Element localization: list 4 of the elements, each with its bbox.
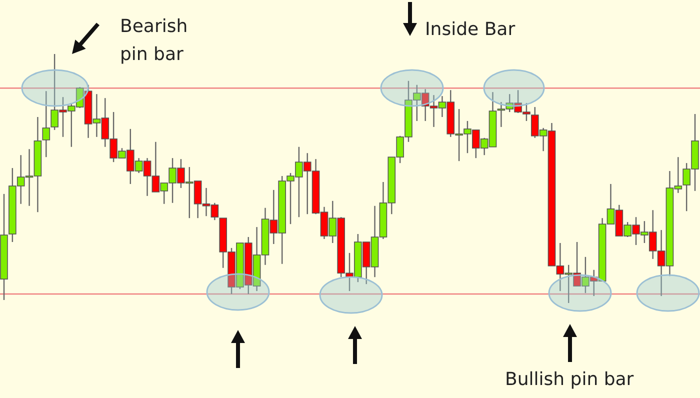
annotation: Bearish pin bar bbox=[120, 16, 188, 65]
text: Bullish pin bar bbox=[505, 369, 634, 390]
text: Inside Bar bbox=[425, 19, 516, 40]
candlestick bbox=[42, 90, 50, 158]
